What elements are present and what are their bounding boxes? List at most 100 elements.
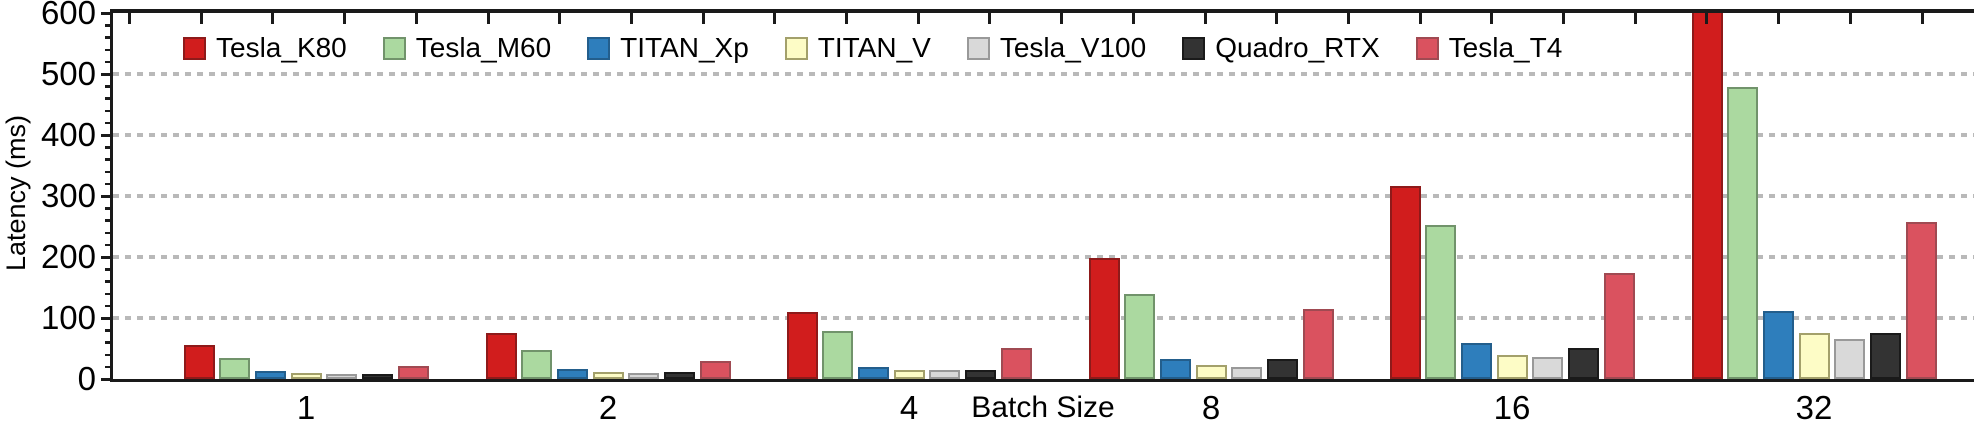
bar-quadro_rtx-batch-32	[1869, 333, 1901, 379]
top-axis-tick	[343, 13, 347, 24]
legend-label: Tesla_V100	[999, 32, 1147, 63]
bar-titan_xp-batch-16	[1460, 343, 1492, 379]
y-minor-tick	[105, 48, 111, 52]
y-minor-tick	[105, 109, 111, 113]
top-axis-tick	[1777, 13, 1781, 24]
bar-tesla_m60-batch-2	[521, 350, 553, 379]
bar-titan_xp-batch-1	[254, 371, 286, 379]
y-minor-tick	[105, 219, 111, 222]
legend-label: TITAN_V	[817, 32, 931, 63]
legend-swatch-icon	[587, 36, 611, 60]
top-axis-tick	[1490, 13, 1494, 24]
bar-titan_xp-batch-32	[1762, 311, 1794, 379]
bar-titan_v-batch-4	[893, 370, 925, 379]
top-axis-tick	[1920, 13, 1924, 24]
x-axis-title: Batch Size	[971, 391, 1115, 424]
top-spine	[113, 9, 1974, 13]
legend-item-quadro_rtx: Quadro_RTX	[1182, 32, 1380, 64]
top-axis-tick	[916, 13, 920, 24]
y-major-tick	[101, 255, 111, 259]
legend-swatch-icon	[966, 36, 990, 60]
y-major-tick	[101, 72, 111, 76]
bar-tesla_k80-batch-32	[1691, 13, 1723, 379]
bar-tesla_v100-batch-8	[1231, 367, 1263, 379]
top-axis-tick	[199, 13, 203, 24]
top-axis-tick	[1705, 13, 1709, 24]
bottom-spine	[110, 379, 1974, 382]
y-tick-label: 500	[40, 55, 96, 92]
gridline-500	[113, 72, 1974, 76]
legend-swatch-icon	[1415, 36, 1439, 60]
bar-tesla_t4-batch-32	[1905, 222, 1937, 379]
legend-label: Tesla_K80	[216, 32, 347, 63]
top-axis-tick	[1848, 13, 1852, 24]
y-major-tick	[101, 133, 111, 137]
bar-titan_v-batch-8	[1195, 365, 1227, 379]
bar-group-batch-16	[1389, 186, 1635, 379]
bar-quadro_rtx-batch-8	[1266, 359, 1298, 379]
y-tick-label: 100	[40, 299, 96, 336]
bar-group-batch-32	[1691, 13, 1937, 379]
legend-swatch-icon	[1182, 36, 1206, 60]
legend-label: Tesla_T4	[1448, 32, 1563, 63]
plot-area: Tesla_K80 Tesla_M60 TITAN_Xp TITAN_V Tesla_V…	[113, 13, 1974, 379]
bar-tesla_m60-batch-16	[1425, 225, 1457, 379]
top-axis-tick	[271, 13, 275, 24]
y-minor-tick	[105, 36, 111, 39]
top-axis-tick	[414, 13, 418, 24]
y-minor-tick	[105, 60, 111, 64]
y-minor-tick	[105, 231, 111, 235]
legend-item-tesla_v100: Tesla_V100	[966, 32, 1147, 64]
y-minor-tick	[105, 292, 111, 296]
bar-tesla_m60-batch-1	[219, 358, 251, 379]
y-minor-tick	[105, 341, 111, 344]
y-minor-tick	[105, 170, 111, 174]
gridline-100	[113, 316, 1974, 320]
bar-titan_v-batch-32	[1798, 333, 1830, 379]
x-tick-label-32: 32	[1795, 389, 1833, 426]
bar-tesla_k80-batch-1	[183, 345, 215, 379]
bar-tesla_t4-batch-1	[397, 366, 429, 379]
gridline-300	[113, 194, 1974, 198]
bar-group-batch-1	[183, 345, 429, 379]
bar-titan_xp-batch-8	[1159, 359, 1191, 379]
top-axis-tick	[1418, 13, 1422, 24]
legend-label: Tesla_M60	[415, 32, 552, 63]
x-tick-label-2: 2	[598, 389, 618, 426]
y-tick-label: 600	[40, 0, 96, 31]
bar-quadro_rtx-batch-16	[1567, 348, 1599, 379]
bar-tesla_k80-batch-16	[1389, 186, 1421, 379]
bar-tesla_v100-batch-4	[929, 370, 961, 379]
legend-label: Quadro_RTX	[1215, 32, 1380, 63]
bar-tesla_t4-batch-16	[1603, 273, 1635, 379]
bar-tesla_v100-batch-1	[326, 374, 358, 379]
y-minor-tick	[105, 85, 111, 88]
bar-titan_v-batch-1	[290, 373, 322, 379]
top-axis-tick	[845, 13, 848, 24]
bar-tesla_t4-batch-2	[699, 361, 731, 379]
left-spine	[110, 9, 113, 382]
top-axis-tick	[1060, 13, 1064, 24]
top-axis-tick	[629, 13, 633, 24]
y-tick-label: 200	[40, 238, 96, 275]
bar-titan_v-batch-2	[592, 372, 624, 379]
y-minor-tick	[105, 146, 111, 149]
top-axis-tick	[128, 13, 131, 24]
bar-tesla_k80-batch-8	[1088, 258, 1120, 379]
top-axis-tick	[1131, 13, 1135, 24]
bar-quadro_rtx-batch-1	[361, 374, 393, 379]
gridline-200	[113, 255, 1974, 259]
y-major-tick	[101, 316, 111, 320]
gridline-400	[113, 133, 1974, 137]
bar-titan_xp-batch-4	[857, 367, 889, 379]
y-minor-tick	[105, 365, 111, 369]
top-axis-tick	[773, 13, 777, 24]
x-tick-label-4: 4	[899, 389, 919, 426]
y-minor-tick	[105, 24, 111, 27]
legend-item-tesla_k80: Tesla_K80	[183, 32, 347, 64]
top-axis-tick	[486, 13, 490, 24]
y-minor-tick	[105, 158, 111, 161]
x-tick-label-1: 1	[296, 389, 316, 426]
legend-item-titan_v: TITAN_V	[784, 32, 931, 64]
legend: Tesla_K80 Tesla_M60 TITAN_Xp TITAN_V Tesla_V…	[183, 32, 1562, 64]
